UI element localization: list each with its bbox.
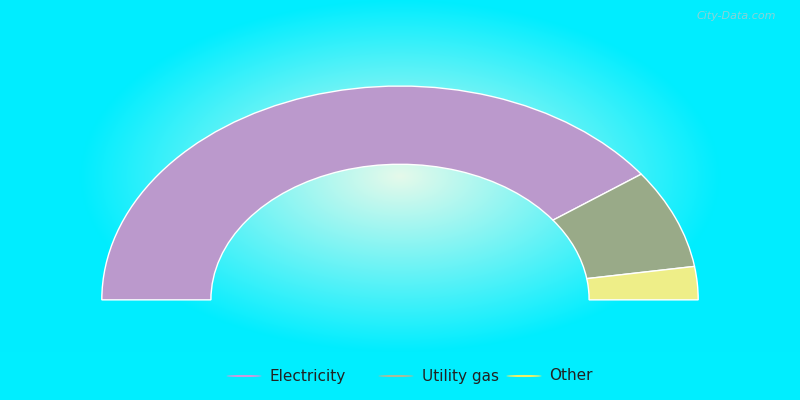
Text: Other: Other — [550, 368, 593, 384]
Circle shape — [378, 375, 414, 377]
Circle shape — [226, 375, 262, 377]
Circle shape — [506, 375, 542, 377]
Text: City-Data.com: City-Data.com — [697, 10, 776, 20]
Text: Utility gas: Utility gas — [422, 368, 498, 384]
Wedge shape — [102, 86, 642, 300]
Wedge shape — [553, 174, 694, 279]
Wedge shape — [586, 266, 698, 300]
Text: Electricity: Electricity — [270, 368, 346, 384]
